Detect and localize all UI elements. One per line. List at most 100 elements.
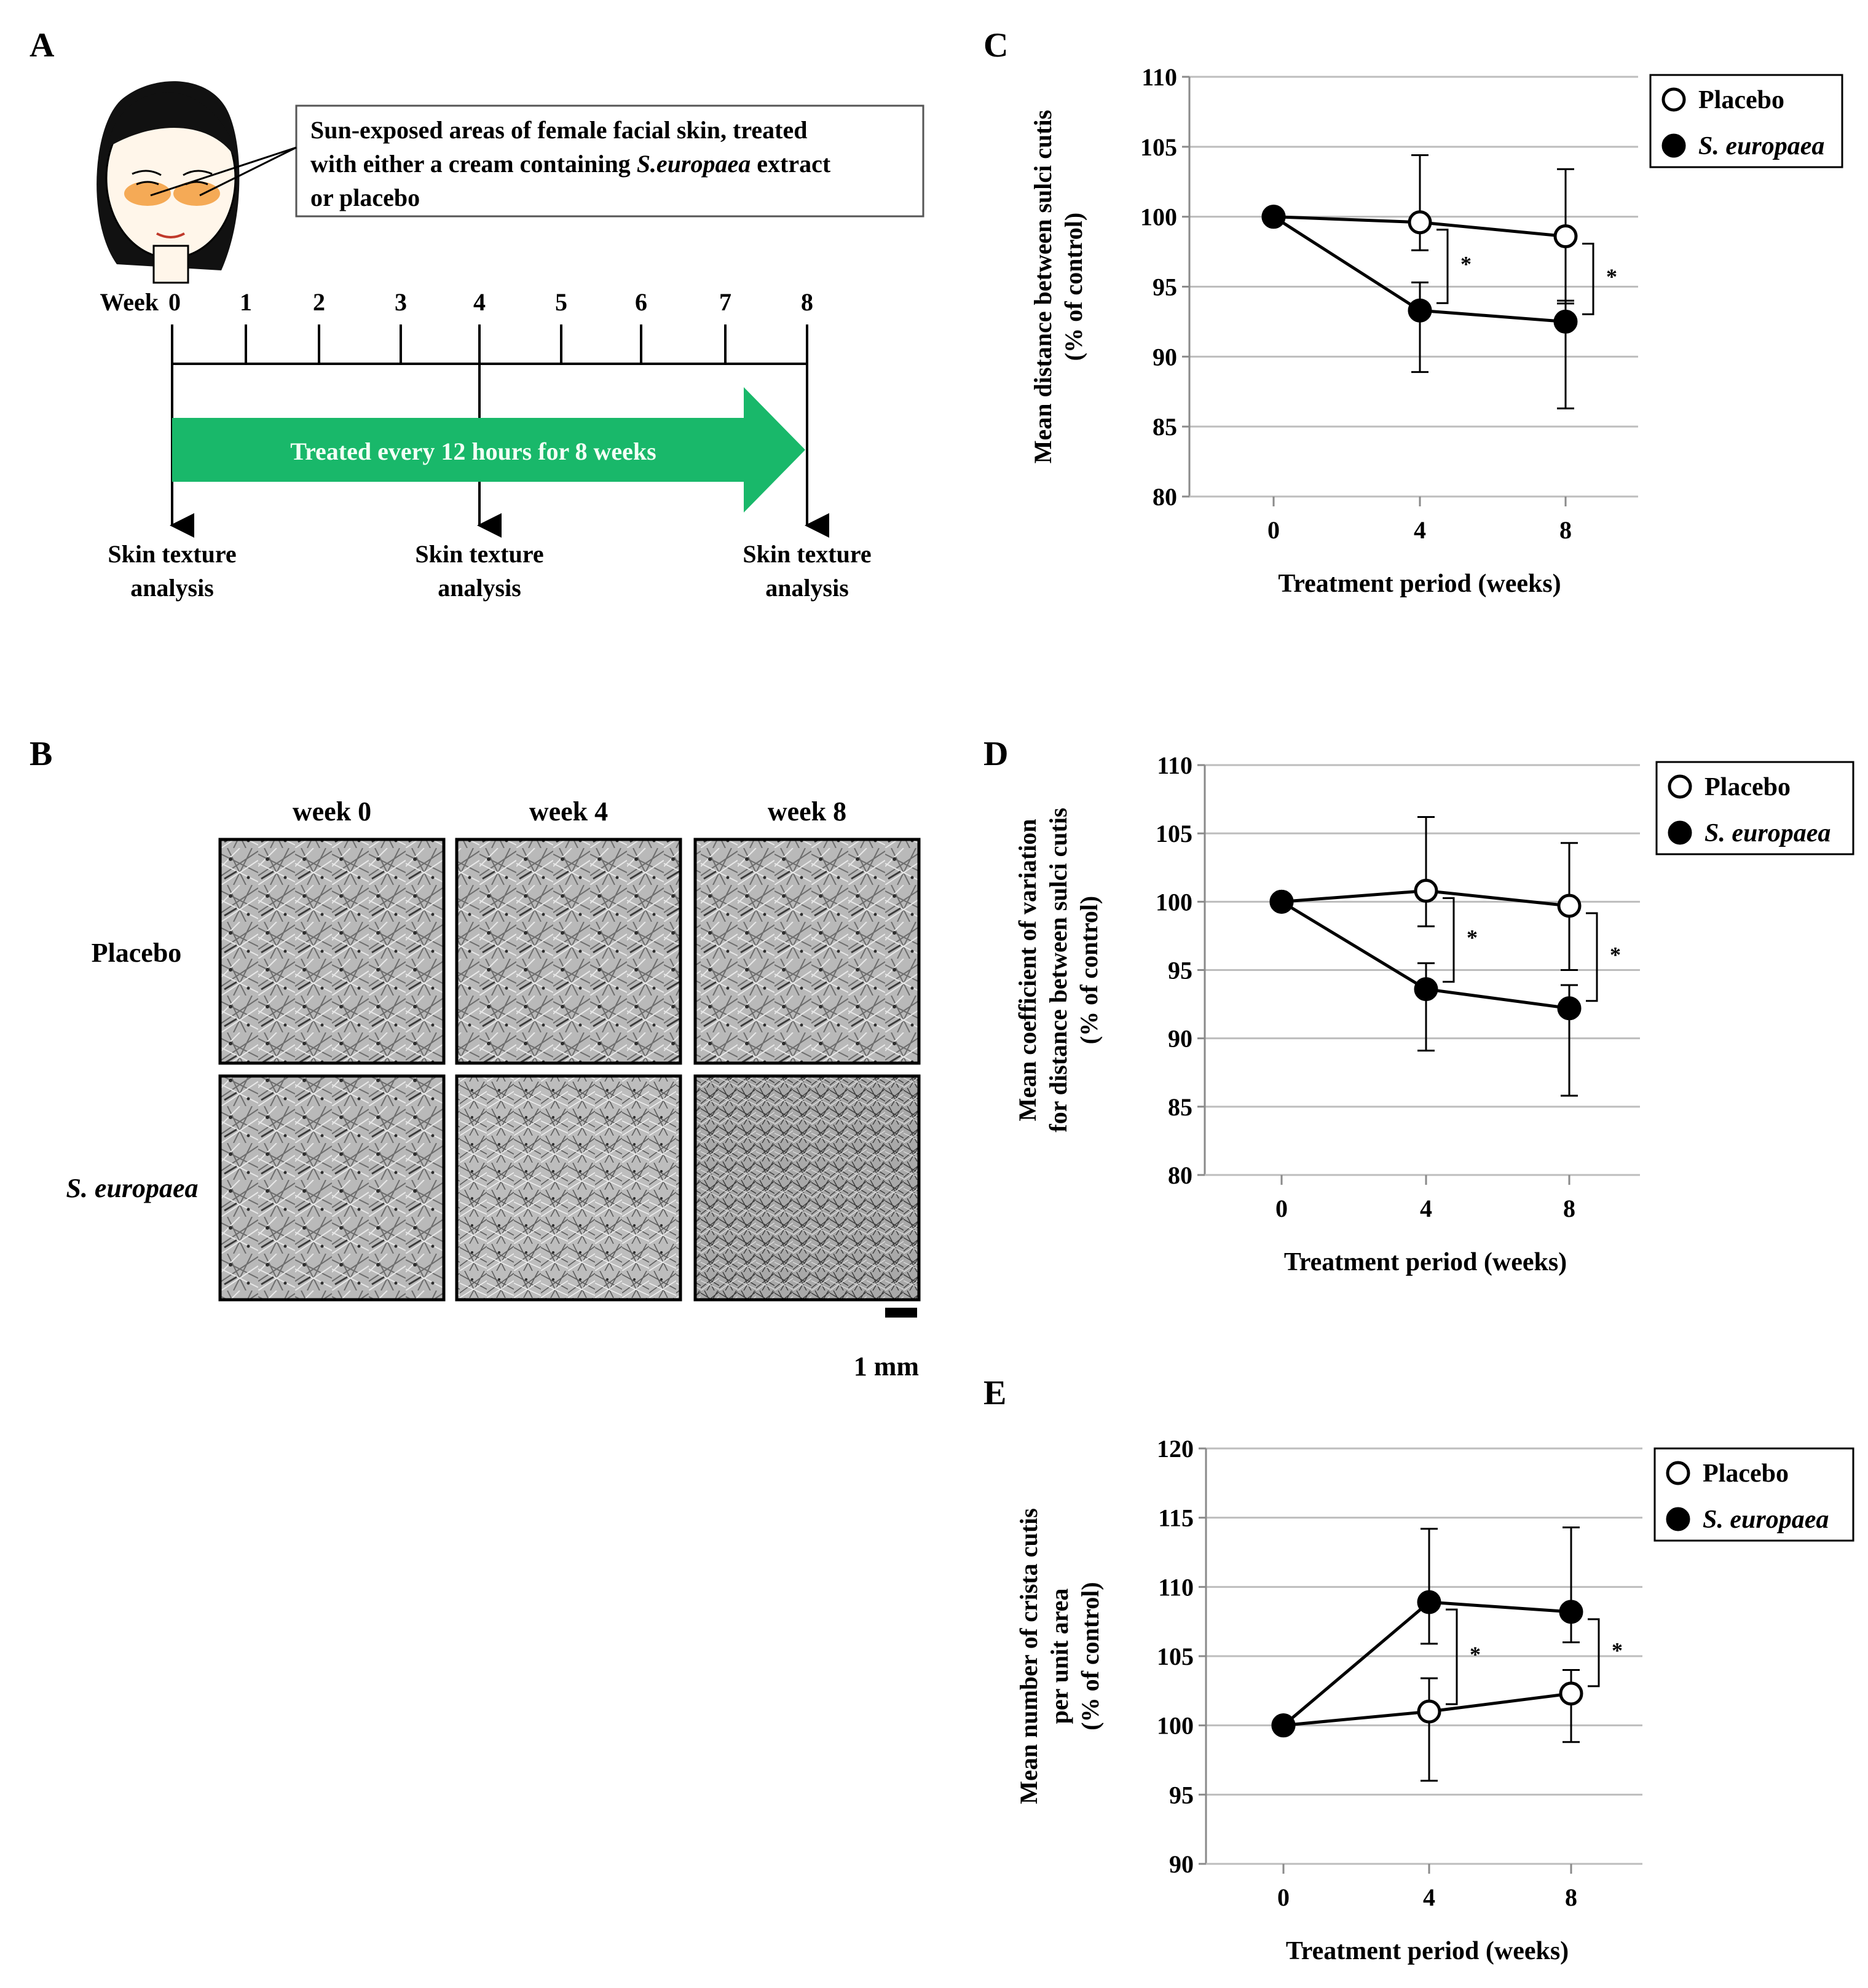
skin-image-placebo-week0 bbox=[218, 838, 446, 1065]
chart-e-y-axis-label-line: (% of control) bbox=[1076, 1582, 1104, 1730]
treatment-arrow bbox=[172, 387, 805, 513]
chart-d: 80 85 90 95 100 105 110 0 4 8 Treatment period (we… bbox=[1014, 752, 1854, 1276]
chart-e-xtick-label: 0 bbox=[1277, 1884, 1290, 1911]
chart-e-point-placebo bbox=[1559, 1681, 1583, 1706]
chart-d-legend-marker-s-europaea bbox=[1668, 820, 1692, 845]
chart-c-point-placebo bbox=[1408, 210, 1432, 235]
analysis-label-week4-line2: analysis bbox=[438, 574, 521, 602]
chart-e-xtick-label: 8 bbox=[1565, 1884, 1577, 1911]
chart-e-ytick-label: 120 bbox=[1157, 1435, 1194, 1463]
chart-c-significance-bracket bbox=[1582, 243, 1594, 315]
panel-b: B week 0 week 4 week 8 Placebo S. europa… bbox=[30, 735, 921, 1381]
chart-c-xtick-label: 0 bbox=[1267, 516, 1280, 544]
chart-e-ytick-label: 90 bbox=[1169, 1850, 1194, 1878]
chart-e-y-axis-label-line: Mean number of crista cutis bbox=[1015, 1508, 1042, 1804]
woman-face-illustration bbox=[97, 81, 240, 284]
chart-c-legend-marker-placebo bbox=[1661, 87, 1686, 112]
chart-e-ytick-label: 105 bbox=[1157, 1643, 1194, 1670]
scale-bar bbox=[885, 1308, 917, 1318]
panel-a: A Sun-exposed areas of female facial ski… bbox=[30, 26, 924, 602]
chart-d-y-axis-label-line: Mean coefficient of variation bbox=[1014, 819, 1041, 1121]
panel-a-letter: A bbox=[30, 26, 55, 65]
timeline-label-2: 2 bbox=[313, 288, 325, 316]
chart-e-ytick-label: 110 bbox=[1158, 1573, 1194, 1601]
chart-d-point-s-europaea bbox=[1557, 996, 1582, 1021]
chart-e-legend-marker-s-europaea bbox=[1666, 1507, 1690, 1531]
chart-e-ytick-label: 115 bbox=[1158, 1504, 1194, 1532]
timeline-label-0: 0 bbox=[168, 288, 181, 316]
callout-line-3: or placebo bbox=[310, 184, 420, 211]
chart-c-legend-label-placebo: Placebo bbox=[1698, 86, 1784, 114]
chart-c-legend-marker-s-europaea bbox=[1661, 133, 1686, 158]
chart-e-point-s-europaea bbox=[1417, 1590, 1441, 1614]
chart-e-xtick-label: 4 bbox=[1423, 1884, 1435, 1911]
panel-c-letter: C bbox=[983, 26, 1008, 65]
panel-d-letter: D bbox=[983, 735, 1008, 773]
skin-image-placebo-week4 bbox=[455, 838, 682, 1065]
chart-d-significance-star: * bbox=[1610, 942, 1621, 967]
skin-image-s-europaea-week4 bbox=[455, 1074, 682, 1302]
timeline-label-8: 8 bbox=[801, 288, 813, 316]
chart-d-point-placebo bbox=[1414, 879, 1438, 903]
chart-d-significance-bracket bbox=[1443, 897, 1455, 983]
chart-d-ytick-label: 85 bbox=[1168, 1093, 1192, 1121]
timeline-label-5: 5 bbox=[555, 288, 567, 316]
column-header-week4: week 4 bbox=[529, 796, 608, 827]
chart-c-ytick-label: 80 bbox=[1153, 483, 1177, 511]
chart-c: 80 85 90 95 100 105 110 0 4 8 Treatment period (we… bbox=[1029, 63, 1843, 598]
chart-e-point-s-europaea bbox=[1559, 1600, 1583, 1624]
chart-e-significance-star: * bbox=[1612, 1638, 1623, 1662]
week-timeline: 0 1 2 3 4 5 6 7 8 Week bbox=[100, 288, 829, 538]
chart-d-legend-marker-placebo bbox=[1668, 774, 1692, 799]
chart-e-significance-star: * bbox=[1470, 1642, 1481, 1667]
chart-e-ytick-label: 100 bbox=[1157, 1712, 1194, 1740]
chart-c-significance-bracket bbox=[1436, 229, 1449, 304]
skin-image-s-europaea-week8 bbox=[693, 1074, 921, 1302]
chart-c-point-s-europaea bbox=[1261, 205, 1286, 229]
chart-d-x-axis-label: Treatment period (weeks) bbox=[1284, 1248, 1567, 1276]
analysis-label-week0-line1: Skin texture bbox=[108, 540, 236, 568]
chart-c-significance-star: * bbox=[1460, 251, 1472, 276]
chart-c-ytick-label: 105 bbox=[1140, 133, 1177, 161]
column-header-week0: week 0 bbox=[293, 796, 371, 827]
chart-c-y-axis-label-line: Mean distance between sulci cutis bbox=[1029, 110, 1057, 464]
timeline-label-4: 4 bbox=[473, 288, 486, 316]
chart-c-ytick-label: 110 bbox=[1141, 63, 1177, 91]
chart-d-y-axis-label-line: (% of control) bbox=[1075, 896, 1103, 1044]
chart-c-significance-star: * bbox=[1606, 264, 1617, 289]
chart-d-xtick-label: 4 bbox=[1420, 1195, 1432, 1222]
chart-e-significance-bracket bbox=[1446, 1608, 1458, 1705]
chart-d-ytick-label: 110 bbox=[1157, 752, 1192, 779]
chart-c-legend-label-s-europaea: S. europaea bbox=[1698, 132, 1824, 160]
chart-d-significance-bracket bbox=[1586, 912, 1598, 1002]
callout-line-2: with either a cream containing S.europae… bbox=[310, 150, 831, 178]
chart-e-legend-label-s-europaea: S. europaea bbox=[1703, 1506, 1829, 1534]
right-glasses-lens bbox=[173, 181, 220, 206]
timeline-label-6: 6 bbox=[635, 288, 647, 316]
chart-d-ytick-label: 90 bbox=[1168, 1025, 1192, 1053]
chart-d-point-s-europaea bbox=[1414, 977, 1438, 1002]
chart-c-ytick-label: 90 bbox=[1153, 343, 1177, 371]
chart-d-ytick-label: 105 bbox=[1156, 820, 1192, 847]
analysis-label-week4-line1: Skin texture bbox=[415, 540, 543, 568]
chart-d-xtick-label: 0 bbox=[1275, 1195, 1288, 1222]
chart-c-x-axis-label: Treatment period (weeks) bbox=[1278, 570, 1561, 598]
chart-d-significance-star: * bbox=[1467, 925, 1478, 950]
chart-c-xtick-label: 4 bbox=[1414, 516, 1426, 544]
chart-d-ytick-label: 100 bbox=[1156, 888, 1192, 916]
timeline-label-7: 7 bbox=[719, 288, 731, 316]
chart-c-point-s-europaea bbox=[1553, 309, 1578, 334]
skin-image-placebo-week8 bbox=[693, 838, 921, 1065]
timeline-label-3: 3 bbox=[395, 288, 407, 316]
chart-c-xtick-label: 8 bbox=[1559, 516, 1572, 544]
chart-e: 90 95 100 105 110 115 120 0 4 8 Treatment period (… bbox=[1015, 1435, 1854, 1965]
panel-b-letter: B bbox=[30, 735, 52, 773]
callout-box bbox=[295, 104, 924, 218]
analysis-label-week8-line1: Skin texture bbox=[743, 540, 871, 568]
chart-c-ytick-label: 95 bbox=[1153, 273, 1177, 301]
row-label-s-europaea: S. europaea bbox=[66, 1173, 198, 1203]
chart-d-ytick-label: 95 bbox=[1168, 957, 1192, 984]
chart-c-y-axis-label-line: (% of control) bbox=[1060, 213, 1087, 361]
